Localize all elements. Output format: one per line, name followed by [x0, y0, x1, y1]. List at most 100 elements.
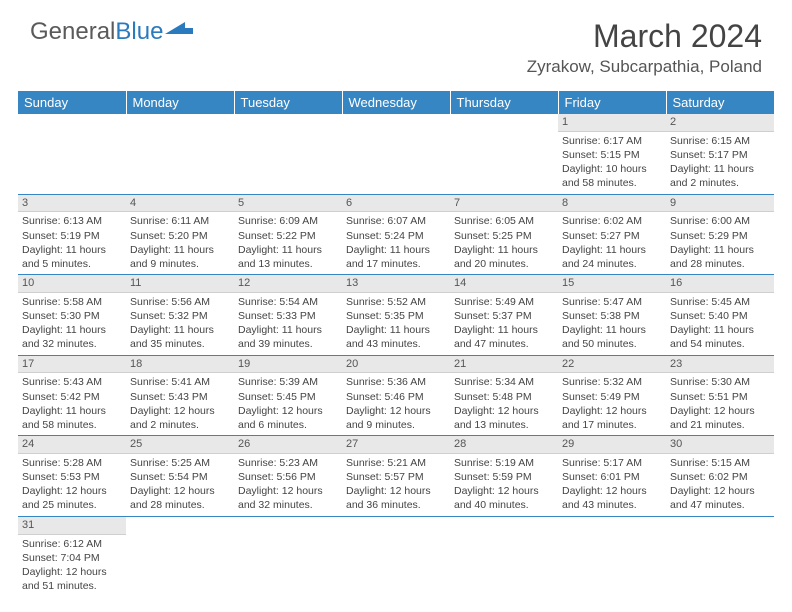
daylight-text: Daylight: 11 hours and 9 minutes.	[130, 243, 230, 271]
sunrise-text: Sunrise: 6:11 AM	[130, 214, 230, 228]
sunset-text: Sunset: 6:01 PM	[562, 470, 662, 484]
day-header: Friday	[558, 91, 666, 114]
day-number: 25	[126, 436, 234, 454]
day-body: Sunrise: 5:17 AMSunset: 6:01 PMDaylight:…	[558, 454, 666, 516]
day-body: Sunrise: 5:30 AMSunset: 5:51 PMDaylight:…	[666, 373, 774, 435]
day-body: Sunrise: 5:23 AMSunset: 5:56 PMDaylight:…	[234, 454, 342, 516]
sunrise-text: Sunrise: 5:32 AM	[562, 375, 662, 389]
day-number: 31	[18, 517, 126, 535]
day-body: Sunrise: 5:21 AMSunset: 5:57 PMDaylight:…	[342, 454, 450, 516]
daylight-text: Daylight: 12 hours and 36 minutes.	[346, 484, 446, 512]
calendar-cell: 6Sunrise: 6:07 AMSunset: 5:24 PMDaylight…	[342, 194, 450, 275]
sunrise-text: Sunrise: 5:30 AM	[670, 375, 770, 389]
sunrise-text: Sunrise: 5:39 AM	[238, 375, 338, 389]
day-number: 1	[558, 114, 666, 132]
day-number: 16	[666, 275, 774, 293]
day-number: 23	[666, 356, 774, 374]
sunrise-text: Sunrise: 5:17 AM	[562, 456, 662, 470]
calendar-cell	[666, 516, 774, 596]
day-number: 11	[126, 275, 234, 293]
sunset-text: Sunset: 5:25 PM	[454, 229, 554, 243]
sunset-text: Sunset: 5:17 PM	[670, 148, 770, 162]
day-body: Sunrise: 6:00 AMSunset: 5:29 PMDaylight:…	[666, 212, 774, 274]
day-number: 6	[342, 195, 450, 213]
daylight-text: Daylight: 11 hours and 20 minutes.	[454, 243, 554, 271]
daylight-text: Daylight: 10 hours and 58 minutes.	[562, 162, 662, 190]
daylight-text: Daylight: 11 hours and 58 minutes.	[22, 404, 122, 432]
calendar-week: 24Sunrise: 5:28 AMSunset: 5:53 PMDayligh…	[18, 436, 774, 517]
day-body: Sunrise: 6:05 AMSunset: 5:25 PMDaylight:…	[450, 212, 558, 274]
day-header: Tuesday	[234, 91, 342, 114]
calendar-body: 1Sunrise: 6:17 AMSunset: 5:15 PMDaylight…	[18, 114, 774, 596]
daylight-text: Daylight: 11 hours and 32 minutes.	[22, 323, 122, 351]
daylight-text: Daylight: 11 hours and 5 minutes.	[22, 243, 122, 271]
day-body: Sunrise: 6:07 AMSunset: 5:24 PMDaylight:…	[342, 212, 450, 274]
day-header: Sunday	[18, 91, 126, 114]
daylight-text: Daylight: 12 hours and 51 minutes.	[22, 565, 122, 593]
calendar-cell	[234, 516, 342, 596]
day-number: 30	[666, 436, 774, 454]
calendar-cell: 8Sunrise: 6:02 AMSunset: 5:27 PMDaylight…	[558, 194, 666, 275]
sunset-text: Sunset: 5:29 PM	[670, 229, 770, 243]
arrow-icon	[165, 20, 193, 38]
sunrise-text: Sunrise: 5:34 AM	[454, 375, 554, 389]
daylight-text: Daylight: 11 hours and 50 minutes.	[562, 323, 662, 351]
brand-logo: GeneralBlue	[30, 18, 193, 46]
calendar-cell	[126, 114, 234, 194]
sunrise-text: Sunrise: 5:36 AM	[346, 375, 446, 389]
calendar-cell: 26Sunrise: 5:23 AMSunset: 5:56 PMDayligh…	[234, 436, 342, 517]
sunset-text: Sunset: 5:38 PM	[562, 309, 662, 323]
sunrise-text: Sunrise: 5:45 AM	[670, 295, 770, 309]
daylight-text: Daylight: 11 hours and 35 minutes.	[130, 323, 230, 351]
sunset-text: Sunset: 7:04 PM	[22, 551, 122, 565]
calendar-cell	[450, 114, 558, 194]
daylight-text: Daylight: 11 hours and 17 minutes.	[346, 243, 446, 271]
calendar-cell: 12Sunrise: 5:54 AMSunset: 5:33 PMDayligh…	[234, 275, 342, 356]
calendar-cell	[342, 114, 450, 194]
sunrise-text: Sunrise: 5:58 AM	[22, 295, 122, 309]
day-body: Sunrise: 5:58 AMSunset: 5:30 PMDaylight:…	[18, 293, 126, 355]
calendar-cell: 18Sunrise: 5:41 AMSunset: 5:43 PMDayligh…	[126, 355, 234, 436]
sunset-text: Sunset: 5:49 PM	[562, 390, 662, 404]
sunset-text: Sunset: 5:33 PM	[238, 309, 338, 323]
day-number: 20	[342, 356, 450, 374]
day-body: Sunrise: 6:02 AMSunset: 5:27 PMDaylight:…	[558, 212, 666, 274]
sunset-text: Sunset: 5:24 PM	[346, 229, 446, 243]
calendar-cell: 22Sunrise: 5:32 AMSunset: 5:49 PMDayligh…	[558, 355, 666, 436]
calendar-cell	[450, 516, 558, 596]
calendar-cell: 29Sunrise: 5:17 AMSunset: 6:01 PMDayligh…	[558, 436, 666, 517]
calendar-cell: 14Sunrise: 5:49 AMSunset: 5:37 PMDayligh…	[450, 275, 558, 356]
day-body: Sunrise: 5:15 AMSunset: 6:02 PMDaylight:…	[666, 454, 774, 516]
day-body: Sunrise: 6:12 AMSunset: 7:04 PMDaylight:…	[18, 535, 126, 597]
day-body: Sunrise: 5:32 AMSunset: 5:49 PMDaylight:…	[558, 373, 666, 435]
sunset-text: Sunset: 5:19 PM	[22, 229, 122, 243]
location-text: Zyrakow, Subcarpathia, Poland	[527, 57, 762, 77]
sunset-text: Sunset: 5:22 PM	[238, 229, 338, 243]
daylight-text: Daylight: 11 hours and 39 minutes.	[238, 323, 338, 351]
day-number: 13	[342, 275, 450, 293]
day-body: Sunrise: 5:36 AMSunset: 5:46 PMDaylight:…	[342, 373, 450, 435]
calendar-cell: 31Sunrise: 6:12 AMSunset: 7:04 PMDayligh…	[18, 516, 126, 596]
sunset-text: Sunset: 5:51 PM	[670, 390, 770, 404]
calendar-cell: 27Sunrise: 5:21 AMSunset: 5:57 PMDayligh…	[342, 436, 450, 517]
day-number: 19	[234, 356, 342, 374]
day-number: 15	[558, 275, 666, 293]
day-body: Sunrise: 5:34 AMSunset: 5:48 PMDaylight:…	[450, 373, 558, 435]
sunrise-text: Sunrise: 5:43 AM	[22, 375, 122, 389]
day-body: Sunrise: 6:17 AMSunset: 5:15 PMDaylight:…	[558, 132, 666, 194]
day-body: Sunrise: 6:09 AMSunset: 5:22 PMDaylight:…	[234, 212, 342, 274]
day-number: 21	[450, 356, 558, 374]
day-body: Sunrise: 5:56 AMSunset: 5:32 PMDaylight:…	[126, 293, 234, 355]
sunrise-text: Sunrise: 5:15 AM	[670, 456, 770, 470]
sunset-text: Sunset: 5:59 PM	[454, 470, 554, 484]
day-body: Sunrise: 5:19 AMSunset: 5:59 PMDaylight:…	[450, 454, 558, 516]
sunrise-text: Sunrise: 6:07 AM	[346, 214, 446, 228]
sunrise-text: Sunrise: 6:00 AM	[670, 214, 770, 228]
calendar-week: 10Sunrise: 5:58 AMSunset: 5:30 PMDayligh…	[18, 275, 774, 356]
title-block: March 2024 Zyrakow, Subcarpathia, Poland	[527, 18, 762, 77]
day-number: 9	[666, 195, 774, 213]
calendar-cell	[342, 516, 450, 596]
daylight-text: Daylight: 11 hours and 43 minutes.	[346, 323, 446, 351]
sunrise-text: Sunrise: 5:56 AM	[130, 295, 230, 309]
day-number: 4	[126, 195, 234, 213]
